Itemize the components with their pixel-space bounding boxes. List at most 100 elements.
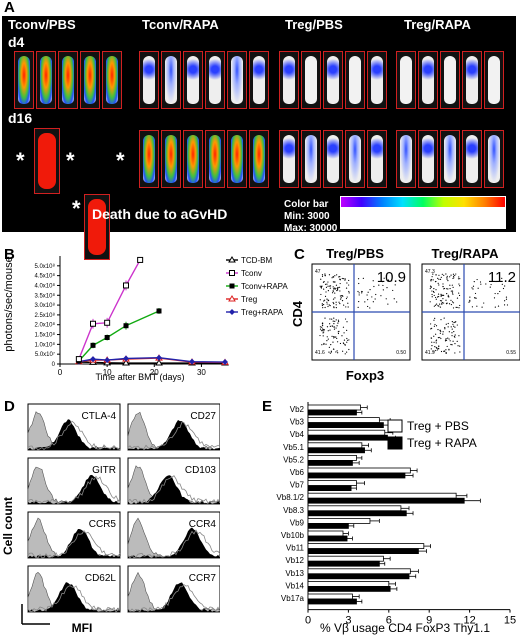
- event-dot: [445, 337, 447, 340]
- quadrant-value: 11.2: [488, 269, 516, 286]
- event-dot: [481, 306, 483, 308]
- event-dot: [434, 346, 436, 348]
- event-dot: [364, 301, 366, 303]
- event-dot: [494, 292, 496, 295]
- event-dot: [346, 282, 348, 284]
- mouse-image: [367, 51, 387, 109]
- event-dot: [323, 342, 325, 345]
- rapa-histogram: [28, 582, 120, 612]
- mouse-image: [161, 130, 181, 188]
- event-dot: [335, 327, 337, 329]
- legend-label: Treg: [241, 295, 257, 304]
- event-dot: [343, 278, 345, 280]
- event-dot: [358, 294, 360, 296]
- event-dot: [324, 295, 327, 297]
- event-dot: [432, 273, 434, 275]
- event-dot: [342, 350, 344, 352]
- event-dot: [448, 348, 450, 350]
- event-dot: [326, 303, 328, 305]
- event-dot: [435, 342, 437, 344]
- chart-b-ylabel: photons/sec/mouse: [3, 256, 15, 351]
- event-dot: [324, 283, 327, 285]
- histograms-d: Cell count MFI CTLA-4 CD27 GITR CD103 CCR5 CC…: [1, 403, 220, 635]
- event-dot: [341, 277, 343, 280]
- quadrant-ul: 47: [315, 269, 321, 275]
- event-dot: [335, 304, 337, 306]
- event-dot: [323, 303, 325, 306]
- event-dot: [430, 280, 432, 282]
- event-dot: [450, 326, 452, 328]
- bar: [307, 417, 380, 424]
- event-dot: [344, 344, 347, 346]
- event-dot: [392, 289, 394, 292]
- event-dot: [435, 298, 437, 300]
- event-dot: [431, 341, 433, 343]
- histogram-ylabel: Cell count: [1, 497, 15, 555]
- data-point: [228, 256, 236, 263]
- event-dot: [319, 326, 322, 328]
- event-dot: [320, 278, 322, 280]
- quadrant-ul: 47.3: [425, 269, 435, 275]
- event-dot: [446, 278, 448, 280]
- event-dot: [452, 293, 454, 295]
- event-dot: [334, 275, 336, 277]
- mouse-image: [484, 51, 504, 109]
- mouse-image: [139, 51, 159, 109]
- event-dot: [338, 276, 340, 278]
- legend-label: Tconv: [241, 269, 262, 278]
- mouse-image: [323, 51, 343, 109]
- header-treg-pbs: Treg/PBS: [285, 17, 343, 32]
- category-label: Vb11: [286, 544, 305, 553]
- event-dot: [435, 349, 437, 352]
- event-dot: [432, 351, 434, 353]
- data-point: [229, 283, 235, 289]
- event-dot: [456, 340, 458, 342]
- histogram-marker-label: GITR: [92, 465, 116, 476]
- event-dot: [430, 348, 432, 350]
- event-dot: [330, 350, 332, 352]
- category-label: Vb4: [290, 430, 305, 439]
- event-dot: [333, 326, 335, 328]
- event-dot: [454, 274, 456, 277]
- event-dot: [477, 287, 479, 289]
- event-dot: [443, 288, 445, 290]
- event-dot: [458, 283, 460, 285]
- event-dot: [327, 338, 329, 340]
- event-dot: [439, 303, 441, 305]
- event-dot: [329, 325, 331, 327]
- event-dot: [440, 276, 442, 278]
- event-dot: [451, 290, 454, 292]
- legend-label: Treg + RAPA: [407, 436, 477, 450]
- colorbar-title: Color bar: [284, 199, 329, 210]
- event-dot: [439, 336, 441, 339]
- event-dot: [347, 302, 349, 304]
- histogram-marker-label: CCR5: [89, 519, 117, 530]
- header-tconv-rapa: Tconv/RAPA: [142, 17, 219, 32]
- death-note: Death due to aGvHD: [92, 206, 228, 222]
- event-dot: [335, 319, 337, 321]
- event-dot: [332, 320, 334, 322]
- event-dot: [449, 287, 451, 290]
- histogram-marker-label: CD62L: [85, 573, 117, 584]
- event-dot: [438, 278, 440, 280]
- x-tick-label: 15: [504, 615, 516, 627]
- event-dot: [443, 317, 445, 319]
- event-dot: [439, 300, 442, 302]
- event-dot: [372, 280, 374, 282]
- event-dot: [334, 288, 336, 290]
- event-dot: [435, 346, 437, 349]
- event-dot: [339, 290, 341, 292]
- y-tick-label: 2.5x10⁸: [34, 312, 55, 319]
- event-dot: [335, 307, 337, 309]
- event-dot: [442, 294, 444, 296]
- event-dot: [342, 326, 345, 328]
- event-dot: [325, 343, 327, 345]
- event-dot: [348, 290, 350, 293]
- mouse-image: [484, 130, 504, 188]
- x-tick-label: 12: [463, 615, 475, 627]
- event-dot: [366, 294, 368, 296]
- event-dot: [322, 329, 324, 331]
- y-tick-label: 4.5x10⁸: [34, 273, 55, 280]
- event-dot: [432, 279, 434, 281]
- event-dot: [321, 303, 323, 305]
